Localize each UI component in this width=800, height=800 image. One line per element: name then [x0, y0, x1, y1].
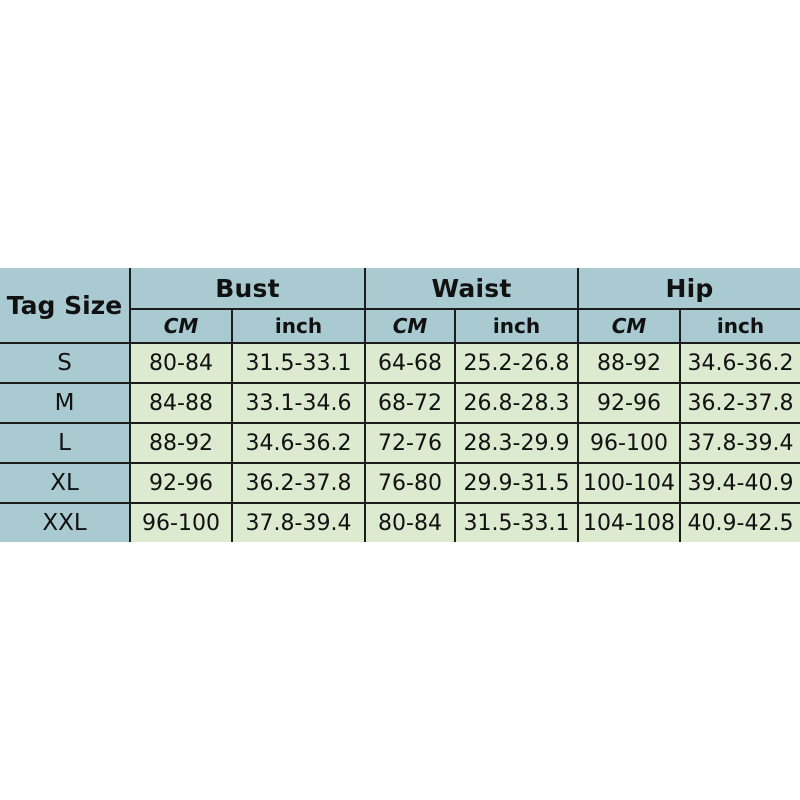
cell-bust-cm: 96-100	[129, 502, 233, 542]
cell-hip-cm: 92-96	[577, 382, 682, 424]
cell-hip-inch: 40.9-42.5	[679, 502, 800, 542]
cell-bust-inch: 34.6-36.2	[230, 422, 367, 464]
cell-bust-cm: 84-88	[129, 382, 233, 424]
cell-tag-size: XL	[0, 462, 131, 504]
header-row-groups: Tag Size Bust Waist Hip	[0, 268, 800, 344]
cell-waist-inch: 31.5-33.1	[454, 502, 580, 542]
cell-hip-inch: 39.4-40.9	[679, 462, 800, 504]
table-row: S 80-84 31.5-33.1 64-68 25.2-26.8 88-92 …	[0, 343, 800, 384]
size-chart-table: Tag Size Bust Waist Hip CM inch CM inch …	[0, 268, 800, 542]
header-hip-cm: CM	[577, 308, 682, 344]
cell-bust-inch: 37.8-39.4	[230, 502, 367, 542]
header-bust-inch: inch	[230, 308, 367, 344]
cell-hip-cm: 96-100	[577, 422, 682, 464]
cell-waist-cm: 68-72	[364, 382, 457, 424]
cell-hip-cm: 88-92	[577, 343, 682, 384]
cell-waist-cm: 64-68	[364, 343, 457, 384]
cell-tag-size: L	[0, 422, 131, 464]
cell-hip-cm: 100-104	[577, 462, 682, 504]
cell-waist-inch: 28.3-29.9	[454, 422, 580, 464]
table-row: XXL 96-100 37.8-39.4 80-84 31.5-33.1 104…	[0, 502, 800, 542]
header-waist-inch: inch	[454, 308, 580, 344]
header-row-units: CM inch CM inch CM inch	[0, 308, 800, 344]
cell-bust-cm: 88-92	[129, 422, 233, 464]
header-waist-cm: CM	[364, 308, 457, 344]
table-header: Tag Size Bust Waist Hip CM inch CM inch …	[0, 268, 800, 344]
cell-bust-inch: 33.1-34.6	[230, 382, 367, 424]
size-chart-container: Tag Size Bust Waist Hip CM inch CM inch …	[0, 268, 800, 542]
cell-bust-cm: 92-96	[129, 462, 233, 504]
header-bust-cm: CM	[130, 308, 233, 344]
table-row: XL 92-96 36.2-37.8 76-80 29.9-31.5 100-1…	[0, 462, 800, 504]
header-hip-inch: inch	[679, 308, 800, 344]
header-tag-size: Tag Size	[0, 268, 131, 344]
cell-bust-inch: 36.2-37.8	[230, 462, 367, 504]
header-group-hip: Hip	[577, 268, 800, 310]
cell-waist-cm: 72-76	[364, 422, 457, 464]
table-row: L 88-92 34.6-36.2 72-76 28.3-29.9 96-100…	[0, 422, 800, 464]
cell-waist-inch: 29.9-31.5	[454, 462, 580, 504]
table-body: S 80-84 31.5-33.1 64-68 25.2-26.8 88-92 …	[0, 343, 800, 542]
cell-bust-inch: 31.5-33.1	[230, 343, 367, 384]
header-group-waist: Waist	[364, 268, 580, 310]
cell-waist-inch: 25.2-26.8	[454, 343, 580, 384]
cell-hip-inch: 36.2-37.8	[679, 382, 800, 424]
cell-tag-size: XXL	[0, 502, 131, 542]
cell-hip-inch: 34.6-36.2	[679, 343, 800, 384]
cell-tag-size: S	[0, 343, 131, 384]
table-row: M 84-88 33.1-34.6 68-72 26.8-28.3 92-96 …	[0, 382, 800, 424]
cell-waist-inch: 26.8-28.3	[454, 382, 580, 424]
cell-waist-cm: 76-80	[364, 462, 457, 504]
cell-hip-inch: 37.8-39.4	[679, 422, 800, 464]
cell-tag-size: M	[0, 382, 131, 424]
cell-bust-cm: 80-84	[129, 343, 233, 384]
header-group-bust: Bust	[128, 268, 367, 310]
cell-waist-cm: 80-84	[364, 502, 457, 542]
cell-hip-cm: 104-108	[577, 502, 682, 542]
